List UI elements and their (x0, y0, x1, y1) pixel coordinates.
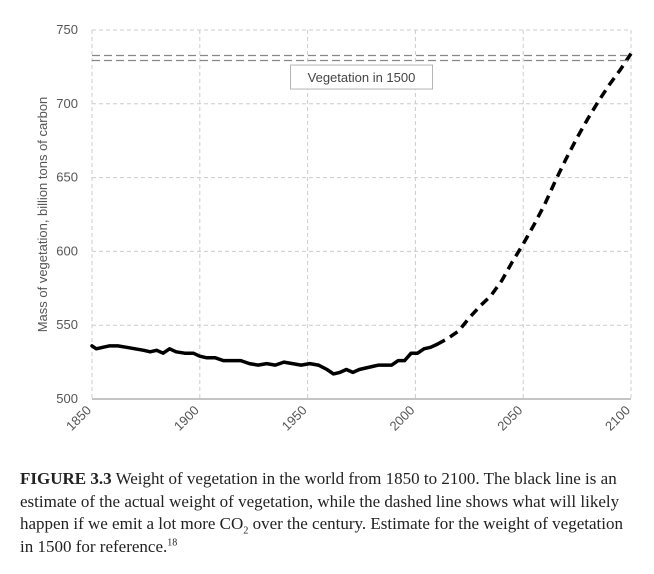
figure-caption: FIGURE 3.3 Weight of vegetation in the w… (20, 468, 640, 558)
y-tick-label: 500 (56, 391, 78, 406)
y-tick-label: 600 (56, 243, 78, 258)
historical-line (90, 342, 439, 376)
vegetation-chart: 500 550 600 650 700 750 1850 1900 1950 2000 2050 2… (35, 22, 633, 434)
x-tick-label: 2000 (386, 403, 417, 434)
reference-label: Vegetation in 1500 (308, 70, 416, 85)
caption-subscript: 2 (243, 525, 249, 537)
x-tick-label: 1950 (279, 403, 310, 434)
y-tick-label: 700 (56, 96, 78, 111)
y-tick-label: 550 (56, 317, 78, 332)
x-tick-labels: 1850 1900 1950 2000 2050 2100 (63, 403, 633, 434)
x-tick-label: 1850 (63, 403, 94, 434)
y-axis-label: Mass of vegetation, billion tons of carb… (35, 97, 50, 333)
figure-label: FIGURE 3.3 (20, 469, 112, 488)
annotations: Vegetation in 1500 (290, 64, 433, 90)
y-tick-labels: 500 550 600 650 700 750 (56, 22, 78, 406)
caption-text-1: Weight of vegetation in the world from 1… (20, 469, 620, 533)
series-lines (90, 52, 633, 376)
x-tick-label: 2050 (494, 403, 525, 434)
y-tick-label: 650 (56, 170, 78, 185)
footnote-ref: 18 (167, 536, 178, 548)
y-tick-label: 750 (56, 22, 78, 37)
x-tick-label: 2100 (602, 403, 633, 434)
projection-line (436, 52, 633, 346)
grid-lines (91, 29, 632, 400)
caption-text-2: over the century. Estimate for the weigh… (20, 514, 623, 556)
x-tick-label: 1900 (171, 403, 202, 434)
reference-label-box (290, 64, 433, 90)
